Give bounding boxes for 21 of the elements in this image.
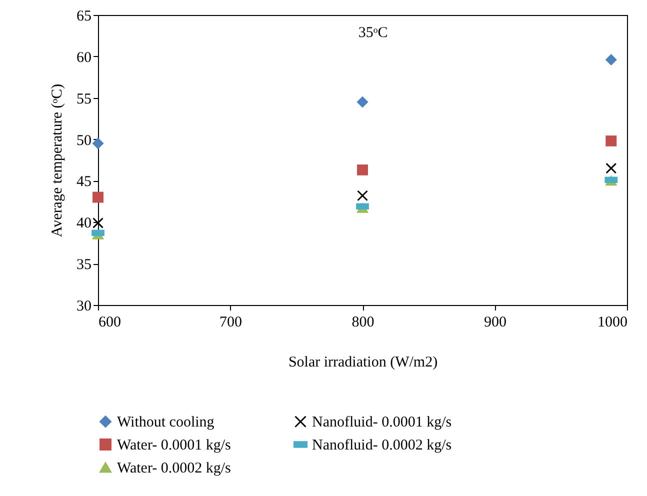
legend-label: Water- 0.0002 kg/s xyxy=(117,460,232,476)
y-axis-title: Average temperature (ᵒC) xyxy=(50,84,66,238)
y-tick-label: 30 xyxy=(76,298,92,314)
legend-label: Water- 0.0001 kg/s xyxy=(117,438,232,454)
x-tick-label: 800 xyxy=(352,314,374,330)
x-tick-label: 900 xyxy=(484,314,506,330)
y-tick-label: 55 xyxy=(76,91,92,108)
y-tick-label: 65 xyxy=(76,8,92,24)
y-tick-label: 40 xyxy=(76,216,92,232)
legend-label: Nanofluid- 0.0001 kg/s xyxy=(312,414,452,431)
legend-label: Without cooling xyxy=(117,414,215,431)
y-tick-label: 45 xyxy=(76,174,92,190)
y-tick-label: 50 xyxy=(76,132,92,149)
y-tick-label: 60 xyxy=(76,50,92,66)
x-tick-label: 1000 xyxy=(598,314,628,330)
x-tick-label: 600 xyxy=(98,314,121,330)
x-axis-title: Solar irradiation (W/m2) xyxy=(288,354,438,370)
x-tick-label: 700 xyxy=(220,314,242,330)
legend-label: Nanofluid- 0.0002 kg/s xyxy=(312,438,452,454)
annotation: 35ᵒC xyxy=(358,25,388,41)
y-tick-label: 35 xyxy=(76,257,92,274)
